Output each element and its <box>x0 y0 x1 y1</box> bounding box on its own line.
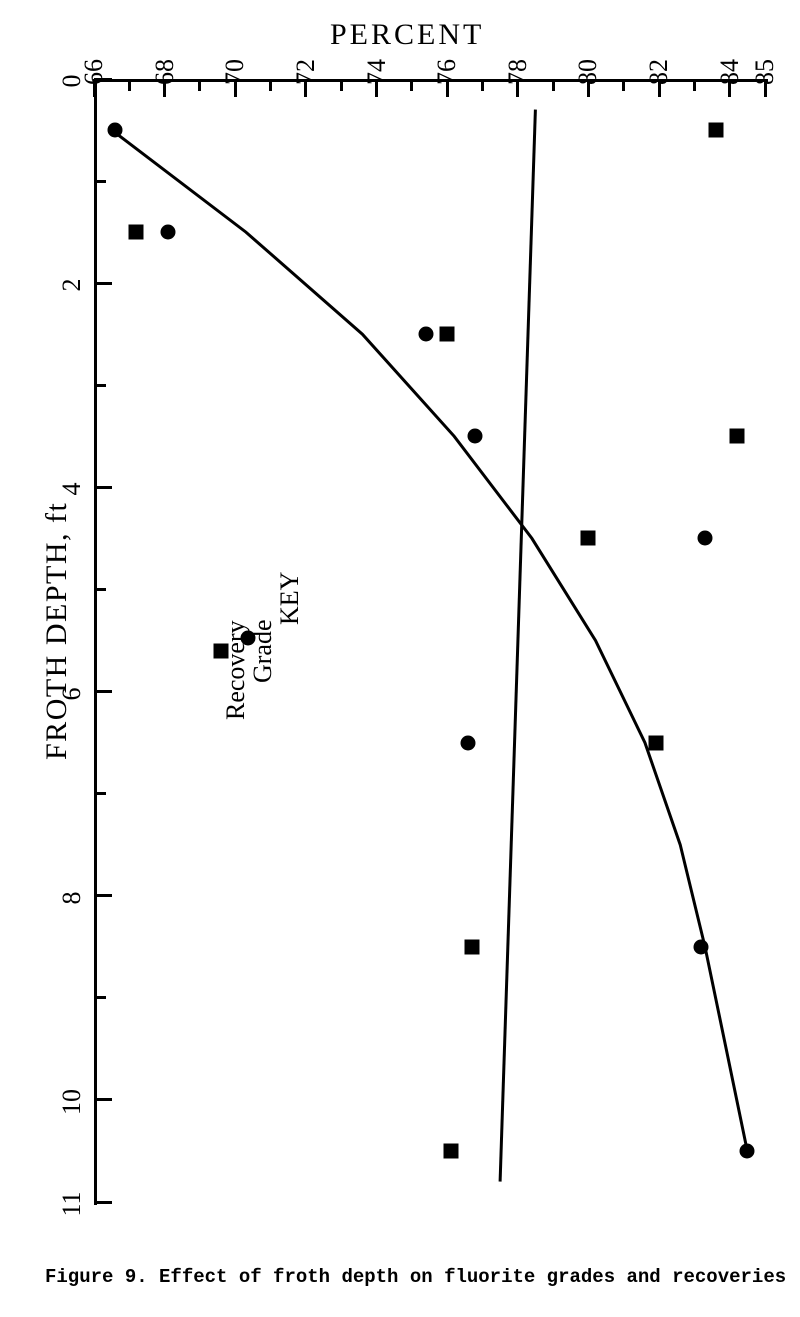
x-tick <box>94 894 112 897</box>
x-tick <box>94 996 106 999</box>
y-tick <box>410 79 413 91</box>
recovery-point <box>581 531 596 546</box>
page: PERCENT FROTH DEPTH, ft KEY Grade Recove… <box>0 0 800 1317</box>
y-tick-label: 80 <box>573 52 603 92</box>
y-tick <box>128 79 131 91</box>
y-tick <box>552 79 555 91</box>
grade-point <box>461 735 476 750</box>
y-tick <box>269 79 272 91</box>
y-tick-label: 74 <box>362 52 392 92</box>
x-tick <box>94 78 112 81</box>
x-tick <box>94 690 112 693</box>
y-tick-label: 70 <box>220 52 250 92</box>
x-tick-label: 4 <box>57 469 87 509</box>
x-tick-label: 11 <box>57 1184 87 1224</box>
x-tick <box>94 282 112 285</box>
x-tick <box>94 180 106 183</box>
recovery-point <box>708 123 723 138</box>
y-tick <box>481 79 484 91</box>
recovery-fit-line <box>500 110 535 1182</box>
y-tick <box>340 79 343 91</box>
y-tick-label: 82 <box>644 52 674 92</box>
y-tick <box>622 79 625 91</box>
x-tick-label: 2 <box>57 265 87 305</box>
x-tick <box>94 588 106 591</box>
y-tick-label: 78 <box>503 52 533 92</box>
grade-fit-curve <box>112 130 748 1151</box>
recovery-point <box>464 939 479 954</box>
x-tick <box>94 1098 112 1101</box>
y-tick-label: 72 <box>291 52 321 92</box>
figure-caption: Figure 9. Effect of froth depth on fluor… <box>45 1266 786 1288</box>
y-tick <box>693 79 696 91</box>
x-tick <box>94 1201 112 1204</box>
grade-point <box>161 225 176 240</box>
x-tick <box>94 384 106 387</box>
y-tick-label: 84 <box>715 52 745 92</box>
recovery-point <box>129 225 144 240</box>
grade-point <box>418 327 433 342</box>
grade-point <box>694 939 709 954</box>
grade-point <box>740 1143 755 1158</box>
y-tick <box>198 79 201 91</box>
y-tick-label: 76 <box>432 52 462 92</box>
recovery-point <box>440 327 455 342</box>
chart-lines <box>0 0 800 1317</box>
grade-point <box>468 429 483 444</box>
recovery-point <box>443 1143 458 1158</box>
x-tick-label: 0 <box>57 61 87 101</box>
grade-point <box>108 123 123 138</box>
x-tick <box>94 792 106 795</box>
x-tick-label: 10 <box>57 1082 87 1122</box>
y-tick-label: 68 <box>150 52 180 92</box>
grade-point <box>697 531 712 546</box>
recovery-point <box>729 429 744 444</box>
x-tick <box>94 486 112 489</box>
y-tick-label: 85 <box>750 52 780 92</box>
x-tick-label: 8 <box>57 878 87 918</box>
x-tick-label: 6 <box>57 674 87 714</box>
recovery-point <box>648 735 663 750</box>
